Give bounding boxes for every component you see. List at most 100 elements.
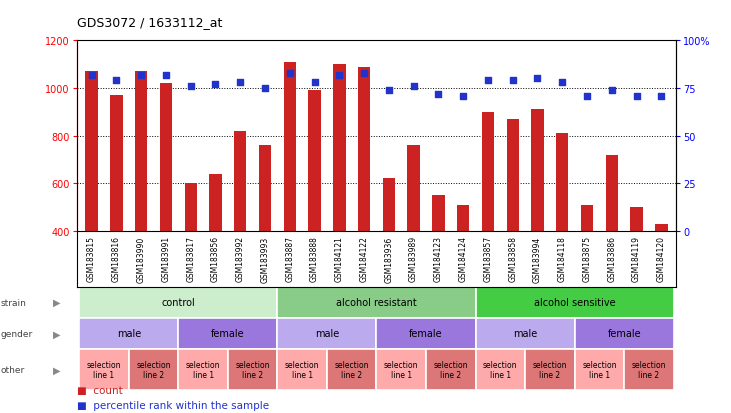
Text: GSM184120: GSM184120 xyxy=(657,236,666,282)
Bar xyxy=(228,349,277,390)
Bar xyxy=(259,146,271,231)
Text: GSM183886: GSM183886 xyxy=(607,236,616,282)
Text: GSM184123: GSM184123 xyxy=(434,236,443,282)
Bar xyxy=(160,84,172,231)
Point xyxy=(284,70,295,77)
Text: GSM183816: GSM183816 xyxy=(112,236,121,282)
Text: female: female xyxy=(409,328,443,339)
Bar xyxy=(476,287,674,318)
Text: selection
line 2: selection line 2 xyxy=(335,360,369,379)
Bar xyxy=(277,349,327,390)
Text: GSM184124: GSM184124 xyxy=(458,236,468,282)
Bar xyxy=(178,318,277,349)
Text: ▶: ▶ xyxy=(53,297,60,308)
Point xyxy=(458,93,469,100)
Bar xyxy=(507,120,519,231)
Bar xyxy=(234,131,246,231)
Text: GSM183875: GSM183875 xyxy=(583,236,591,282)
Text: selection
line 1: selection line 1 xyxy=(186,360,220,379)
Bar xyxy=(575,318,674,349)
Text: GSM183989: GSM183989 xyxy=(409,236,418,282)
Point xyxy=(581,93,593,100)
Text: GSM183990: GSM183990 xyxy=(137,236,145,282)
Point xyxy=(135,72,147,79)
Text: selection
line 1: selection line 1 xyxy=(483,360,518,379)
Text: selection
line 1: selection line 1 xyxy=(87,360,121,379)
Text: ■  percentile rank within the sample: ■ percentile rank within the sample xyxy=(77,400,269,410)
Bar xyxy=(525,349,575,390)
Bar xyxy=(284,63,296,231)
Text: GSM183857: GSM183857 xyxy=(483,236,493,282)
Bar xyxy=(79,318,178,349)
Text: GSM183815: GSM183815 xyxy=(87,236,96,282)
Text: selection
line 2: selection line 2 xyxy=(136,360,171,379)
Point xyxy=(358,70,370,77)
Point xyxy=(185,83,197,90)
Point xyxy=(86,72,97,79)
Text: GSM183994: GSM183994 xyxy=(533,236,542,282)
Bar xyxy=(277,287,476,318)
Text: selection
line 1: selection line 1 xyxy=(384,360,418,379)
Point xyxy=(408,83,420,90)
Point xyxy=(235,80,246,86)
Text: control: control xyxy=(162,297,195,308)
Bar xyxy=(333,65,346,231)
Text: male: male xyxy=(315,328,339,339)
Text: GSM183817: GSM183817 xyxy=(186,236,195,282)
Bar xyxy=(135,72,148,231)
Bar xyxy=(79,287,277,318)
Text: GSM184119: GSM184119 xyxy=(632,236,641,282)
Point xyxy=(507,78,518,85)
Bar xyxy=(129,349,178,390)
Point xyxy=(210,82,221,88)
Bar xyxy=(482,112,494,231)
Bar xyxy=(110,96,123,231)
Bar xyxy=(556,134,569,231)
Bar xyxy=(358,67,371,231)
Text: selection
line 2: selection line 2 xyxy=(235,360,270,379)
Point xyxy=(333,72,345,79)
Text: female: female xyxy=(211,328,245,339)
Point xyxy=(383,88,395,94)
Bar xyxy=(277,318,376,349)
Text: GSM183992: GSM183992 xyxy=(235,236,245,282)
Bar xyxy=(382,179,395,231)
Bar xyxy=(476,318,575,349)
Text: male: male xyxy=(513,328,537,339)
Point xyxy=(482,78,493,85)
Text: female: female xyxy=(607,328,641,339)
Text: GSM183888: GSM183888 xyxy=(310,236,319,282)
Text: alcohol resistant: alcohol resistant xyxy=(336,297,417,308)
Text: GSM184122: GSM184122 xyxy=(360,236,368,282)
Bar xyxy=(630,207,643,231)
Point xyxy=(631,93,643,100)
Point xyxy=(556,80,568,86)
Point xyxy=(656,93,667,100)
Bar xyxy=(581,205,593,231)
Bar xyxy=(655,224,667,231)
Point xyxy=(160,72,172,79)
Text: ■  count: ■ count xyxy=(77,385,123,395)
Text: ▶: ▶ xyxy=(53,328,60,339)
Text: GSM184118: GSM184118 xyxy=(558,236,567,282)
Text: GSM183993: GSM183993 xyxy=(260,236,270,282)
Text: GSM183887: GSM183887 xyxy=(285,236,295,282)
Bar xyxy=(79,349,129,390)
Bar xyxy=(426,349,476,390)
Bar xyxy=(184,184,197,231)
Text: selection
line 2: selection line 2 xyxy=(433,360,468,379)
Point xyxy=(260,85,271,92)
Bar xyxy=(178,349,228,390)
Text: selection
line 1: selection line 1 xyxy=(582,360,617,379)
Bar xyxy=(86,72,98,231)
Bar xyxy=(407,146,420,231)
Text: GSM184121: GSM184121 xyxy=(335,236,344,282)
Bar xyxy=(624,349,674,390)
Text: GSM183856: GSM183856 xyxy=(211,236,220,282)
Bar xyxy=(575,349,624,390)
Bar xyxy=(605,155,618,231)
Text: GDS3072 / 1633112_at: GDS3072 / 1633112_at xyxy=(77,16,222,29)
Bar xyxy=(209,174,221,231)
Text: GSM183991: GSM183991 xyxy=(162,236,170,282)
Bar xyxy=(457,205,469,231)
